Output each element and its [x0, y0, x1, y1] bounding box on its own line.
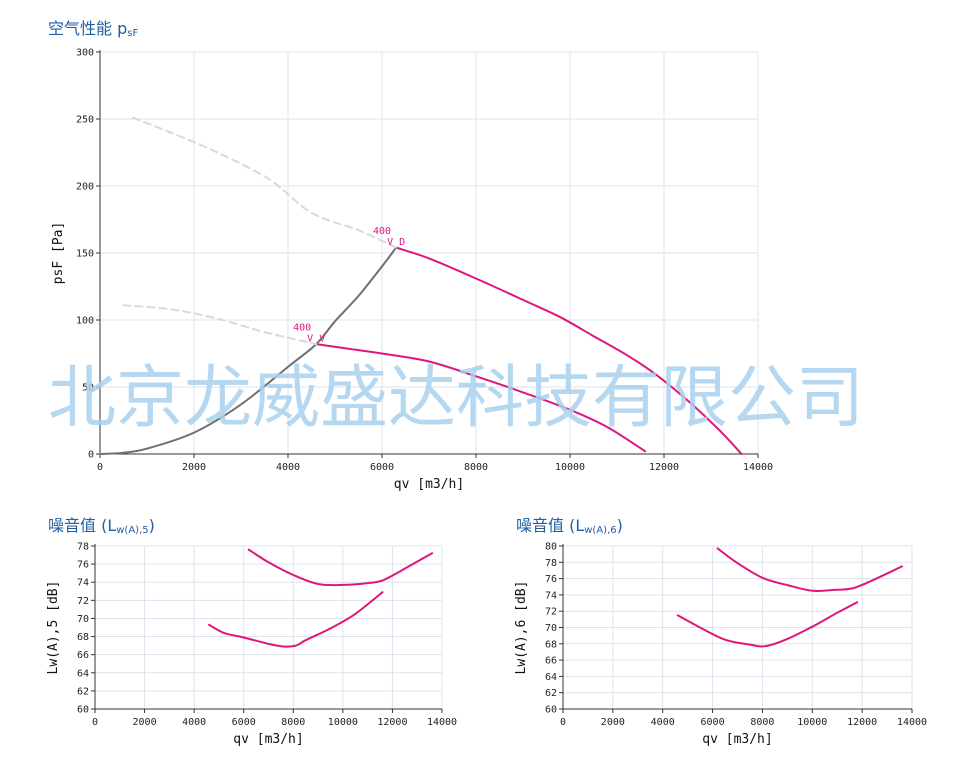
perf-x-tick-label: 6000 — [370, 462, 394, 473]
perf-series-5-line — [122, 304, 318, 346]
n6-series-2-line — [676, 601, 859, 648]
n5-x-tick-label: 2000 — [133, 717, 157, 728]
n5-y-tick-label: 70 — [77, 614, 89, 625]
n5-series-2-line — [208, 591, 384, 648]
perf-annotation: V D — [387, 237, 405, 248]
perf-annotation: 400 — [373, 226, 391, 237]
n6-x-tick-label: 2000 — [601, 717, 625, 728]
n6-y-tick-label: 70 — [545, 623, 557, 634]
n5-series-1-line — [247, 548, 434, 587]
n6-y-tick-label: 66 — [545, 656, 557, 667]
n5-x-axis-label: qv [m3/h] — [233, 732, 303, 747]
n5-x-tick-label: 8000 — [281, 717, 305, 728]
perf-y-tick-label: 50 — [82, 383, 94, 394]
n5-plot-area — [95, 546, 442, 709]
n6-y-tick-label: 80 — [545, 542, 557, 553]
perf-x-tick-label: 4000 — [276, 462, 300, 473]
perf-y-tick-label: 0 — [88, 450, 94, 461]
n5-y-tick-label: 60 — [77, 705, 89, 716]
n5-y-tick-label: 64 — [77, 668, 89, 679]
n5-y-tick-label: 74 — [77, 578, 89, 589]
n5-y-tick-label: 76 — [77, 560, 89, 571]
n5-x-tick-label: 0 — [92, 717, 98, 728]
noise6-chart-title: 噪音值 (Lw(A),6) — [516, 512, 623, 536]
perf-y-tick-label: 300 — [76, 48, 94, 59]
n5-y-tick-label: 66 — [77, 650, 89, 661]
perf-annotation: V V — [307, 333, 325, 344]
n6-x-tick-label: 12000 — [847, 717, 877, 728]
perf-x-axis-label: qv [m3/h] — [394, 477, 464, 492]
perf-y-tick-label: 200 — [76, 182, 94, 193]
perf-series-1-line — [395, 246, 743, 455]
n5-y-tick-label: 78 — [77, 542, 89, 553]
n6-y-tick-label: 60 — [545, 705, 557, 716]
n5-y-axis-label: Lw(A),5 [dB] — [46, 581, 61, 675]
perf-y-tick-label: 250 — [76, 115, 94, 126]
perf-x-tick-label: 14000 — [743, 462, 773, 473]
n5-x-tick-label: 12000 — [377, 717, 407, 728]
noise5-chart-title: 噪音值 (Lw(A),5) — [48, 512, 155, 536]
noise5-title-text: 噪音值 (L — [48, 516, 117, 535]
noise6-title-end: ) — [616, 516, 623, 535]
perf-x-tick-label: 0 — [97, 462, 103, 473]
noise5-title-end: ) — [148, 516, 155, 535]
n6-x-tick-label: 8000 — [750, 717, 774, 728]
n6-y-tick-label: 64 — [545, 672, 557, 683]
perf-x-tick-label: 12000 — [649, 462, 679, 473]
perf-annotation: 400 — [293, 323, 311, 334]
n6-y-tick-label: 62 — [545, 688, 557, 699]
n6-y-tick-label: 74 — [545, 590, 557, 601]
noise6-title-sub: w(A),6 — [584, 525, 617, 536]
n6-x-tick-label: 0 — [560, 717, 566, 728]
n5-x-tick-label: 6000 — [232, 717, 256, 728]
performance-chart-title: 空气性能 psF — [48, 15, 138, 39]
n6-x-tick-label: 10000 — [797, 717, 827, 728]
perf-x-tick-label: 10000 — [555, 462, 585, 473]
performance-title-sub: sF — [127, 28, 139, 39]
perf-series-4-line — [131, 116, 398, 249]
noise5-title-sub: w(A),5 — [116, 525, 149, 536]
n6-y-tick-label: 68 — [545, 639, 557, 650]
perf-x-tick-label: 2000 — [182, 462, 206, 473]
n6-x-tick-label: 4000 — [651, 717, 675, 728]
n6-x-axis-label: qv [m3/h] — [702, 732, 772, 747]
n5-x-tick-label: 10000 — [328, 717, 358, 728]
perf-series-2-line — [315, 343, 647, 453]
n6-y-tick-label: 78 — [545, 558, 557, 569]
perf-series-3-line — [99, 246, 398, 455]
noise6-title-text: 噪音值 (L — [516, 516, 585, 535]
perf-y-axis-label: psF [Pa] — [51, 222, 66, 285]
n6-x-tick-label: 14000 — [897, 717, 927, 728]
n5-x-tick-label: 14000 — [427, 717, 457, 728]
perf-x-tick-label: 8000 — [464, 462, 488, 473]
n6-y-tick-label: 76 — [545, 574, 557, 585]
n6-x-tick-label: 6000 — [701, 717, 725, 728]
n6-y-tick-label: 72 — [545, 607, 557, 618]
performance-title-text: 空气性能 p — [48, 19, 128, 38]
n6-y-axis-label: Lw(A),6 [dB] — [514, 581, 529, 675]
perf-y-tick-label: 100 — [76, 316, 94, 327]
n5-y-tick-label: 72 — [77, 596, 89, 607]
n5-x-tick-label: 4000 — [182, 717, 206, 728]
n5-y-tick-label: 68 — [77, 632, 89, 643]
n5-y-tick-label: 62 — [77, 686, 89, 697]
perf-y-tick-label: 150 — [76, 249, 94, 260]
n6-series-1-line — [716, 547, 903, 593]
